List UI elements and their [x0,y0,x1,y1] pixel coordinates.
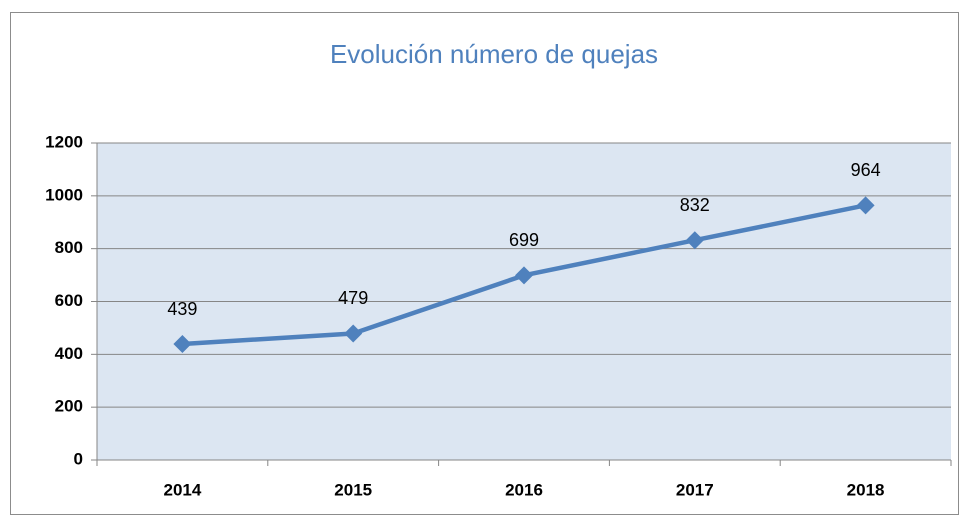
data-marker [173,335,192,354]
chart-title: Evolución número de quejas [330,39,658,69]
data-label: 832 [680,195,710,215]
data-marker [856,196,875,215]
data-label: 479 [338,288,368,308]
x-tick-label: 2018 [847,480,885,499]
y-tick-label: 800 [55,238,83,257]
data-marker [344,324,363,343]
y-tick-label: 0 [74,449,83,468]
y-tick-label: 600 [55,291,83,310]
x-tick-label: 2016 [505,480,543,499]
data-label: 964 [851,160,881,180]
x-tick-label: 2017 [676,480,714,499]
data-label: 439 [167,299,197,319]
x-tick-label: 2015 [334,480,372,499]
data-marker [685,231,704,250]
y-tick-label: 1200 [45,132,83,151]
x-tick-label: 2014 [163,480,201,499]
data-marker [515,266,533,285]
y-tick-label: 200 [55,397,83,416]
data-label: 699 [509,230,539,250]
y-tick-label: 1000 [45,185,83,204]
y-tick-label: 400 [55,344,83,363]
